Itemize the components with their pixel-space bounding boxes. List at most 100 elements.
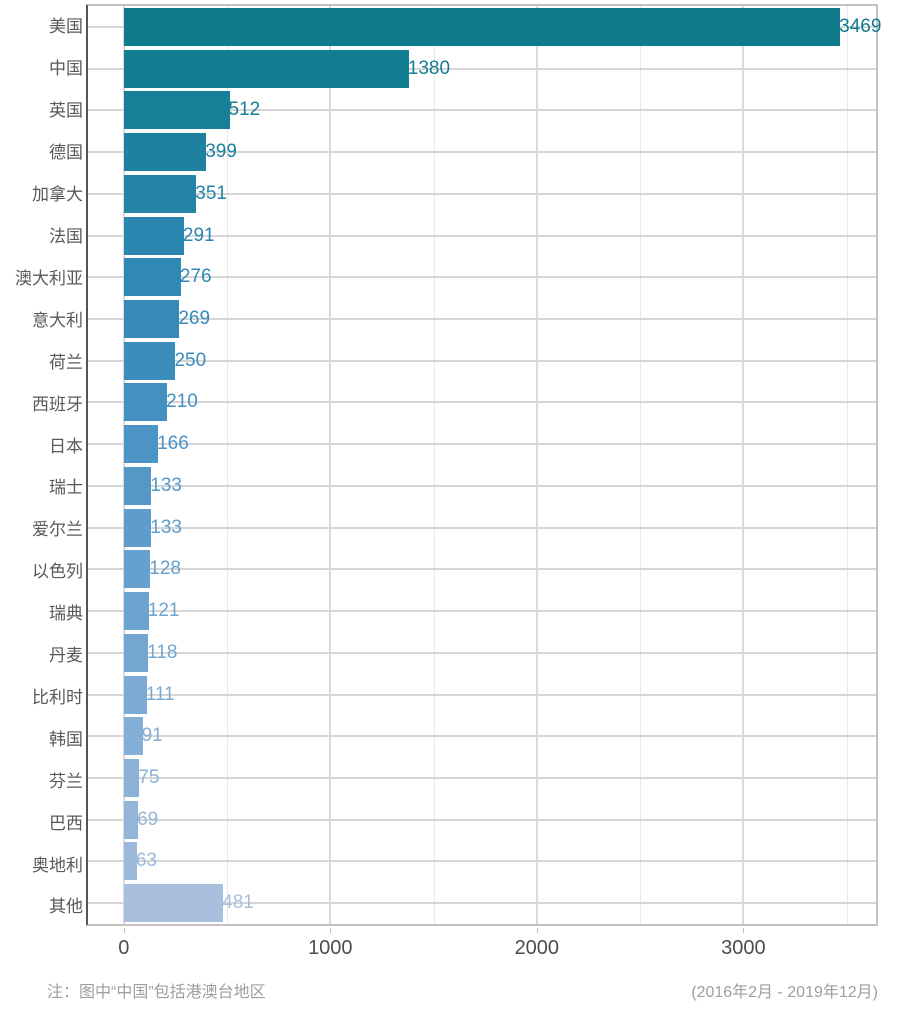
row-gridline: [88, 443, 876, 446]
bar: [123, 258, 181, 297]
bar-value-label: 351: [195, 182, 227, 204]
row-gridline: [88, 67, 876, 70]
y-category-label: 法国: [49, 226, 83, 246]
bar-value-label: 269: [178, 308, 211, 330]
bar-value-label: 250: [174, 349, 207, 371]
bar-value-label: 291: [182, 224, 215, 246]
bar: [123, 758, 140, 797]
bar-value-label: 166: [157, 433, 189, 455]
bar-value-label: 1380: [407, 57, 451, 79]
y-category-label: 巴西: [49, 813, 83, 833]
y-category-label: 西班牙: [32, 394, 83, 414]
row-gridline: [88, 317, 876, 320]
bar: [123, 592, 149, 631]
x-tick-label: 1000: [308, 937, 353, 959]
x-tick-mark: [123, 928, 125, 933]
chart-note: 注：图中“中国”包括港澳台地区: [47, 984, 266, 1001]
bar: [123, 341, 176, 380]
row-gridline: [88, 401, 876, 404]
y-category-label: 瑞士: [49, 478, 83, 498]
row-gridline: [88, 192, 876, 195]
x-tick-label: 2000: [514, 937, 560, 959]
bar-value-label: 111: [145, 683, 175, 705]
y-category-label: 美国: [49, 17, 83, 37]
y-category-label: 德国: [49, 143, 83, 163]
y-category-label: 日本: [49, 436, 83, 456]
row-gridline: [88, 526, 876, 529]
row-gridline: [88, 568, 876, 571]
bar-value-label: 133: [150, 474, 182, 496]
bar: [123, 675, 147, 714]
vertical-gridline: [227, 6, 229, 924]
vertical-gridline: [122, 6, 125, 924]
x-tick-mark: [536, 928, 538, 933]
bar-value-label: 69: [137, 808, 159, 830]
bar-value-label: 512: [228, 99, 261, 121]
y-category-label: 英国: [49, 101, 83, 121]
vertical-gridline: [433, 6, 435, 924]
bar-value-label: 63: [135, 850, 157, 872]
y-category-label: 意大利: [32, 310, 83, 330]
x-tick-mark: [743, 928, 745, 933]
vertical-gridline: [846, 6, 848, 924]
bar: [123, 800, 139, 839]
x-tick-label: 0: [118, 937, 130, 959]
bar: [123, 842, 137, 881]
y-category-label: 瑞典: [49, 604, 83, 624]
y-category-label: 奥地利: [32, 855, 83, 875]
y-category-label: 澳大利亚: [15, 268, 83, 288]
y-category-label: 爱尔兰: [32, 520, 83, 540]
bar: [123, 550, 151, 589]
bar-value-label: 481: [222, 892, 254, 914]
vertical-gridline: [329, 6, 332, 924]
bar: [123, 174, 197, 213]
y-category-label: 韩国: [49, 729, 83, 749]
row-gridline: [88, 109, 876, 112]
y-category-label: 以色列: [32, 562, 83, 582]
vertical-gridline: [535, 6, 538, 924]
bar-value-label: 399: [205, 141, 237, 163]
bar: [123, 133, 207, 172]
row-gridline: [88, 234, 876, 237]
y-category-label: 加拿大: [32, 185, 83, 205]
bar: [123, 299, 180, 338]
row-gridline: [88, 610, 876, 613]
y-category-label: 丹麦: [49, 646, 83, 666]
row-gridline: [88, 860, 876, 863]
row-gridline: [88, 651, 876, 654]
row-gridline: [88, 735, 876, 738]
vertical-gridline: [742, 6, 745, 924]
x-axis: 0 1000 2000 3000: [88, 928, 876, 968]
row-gridline: [88, 818, 876, 821]
y-category-label: 比利时: [32, 687, 83, 707]
panel: 3469 1380 512 399 351 291 276 269 250 210 166 133 13…: [86, 4, 882, 926]
bar-value-label: 3469: [839, 15, 882, 37]
bar: [123, 508, 152, 547]
date-range-note: (2016年2月 - 2019年12月): [691, 984, 878, 1001]
row-gridline: [88, 484, 876, 487]
bar: [123, 425, 159, 464]
row-gridline: [88, 693, 876, 696]
y-category-label: 荷兰: [49, 352, 83, 372]
bar: [123, 466, 152, 505]
bar-value-label: 210: [166, 391, 198, 413]
row-gridline: [88, 276, 876, 279]
x-tick-mark: [330, 928, 332, 933]
x-tick-label: 3000: [721, 937, 766, 959]
row-gridline: [88, 359, 876, 362]
bar-value-label: 121: [147, 600, 180, 622]
bar: [123, 216, 184, 255]
y-category-label: 其他: [49, 897, 83, 917]
vertical-gridline: [640, 6, 642, 924]
y-category-label: 芬兰: [49, 771, 83, 791]
bar: [123, 7, 841, 46]
bar: [123, 717, 143, 756]
bar-value-label: 276: [179, 266, 212, 288]
bar: [123, 884, 224, 923]
bar: [123, 49, 409, 88]
bar: [123, 633, 149, 672]
bar: [123, 91, 230, 130]
y-axis-labels: 美国 中国 英国 德国 加拿大 法国 澳大利亚 意大利 荷兰 西班牙 日本 瑞士 爱尔兰 以色列 瑞典 丹麦比…: [0, 4, 83, 926]
bar-value-label: 133: [150, 516, 182, 538]
